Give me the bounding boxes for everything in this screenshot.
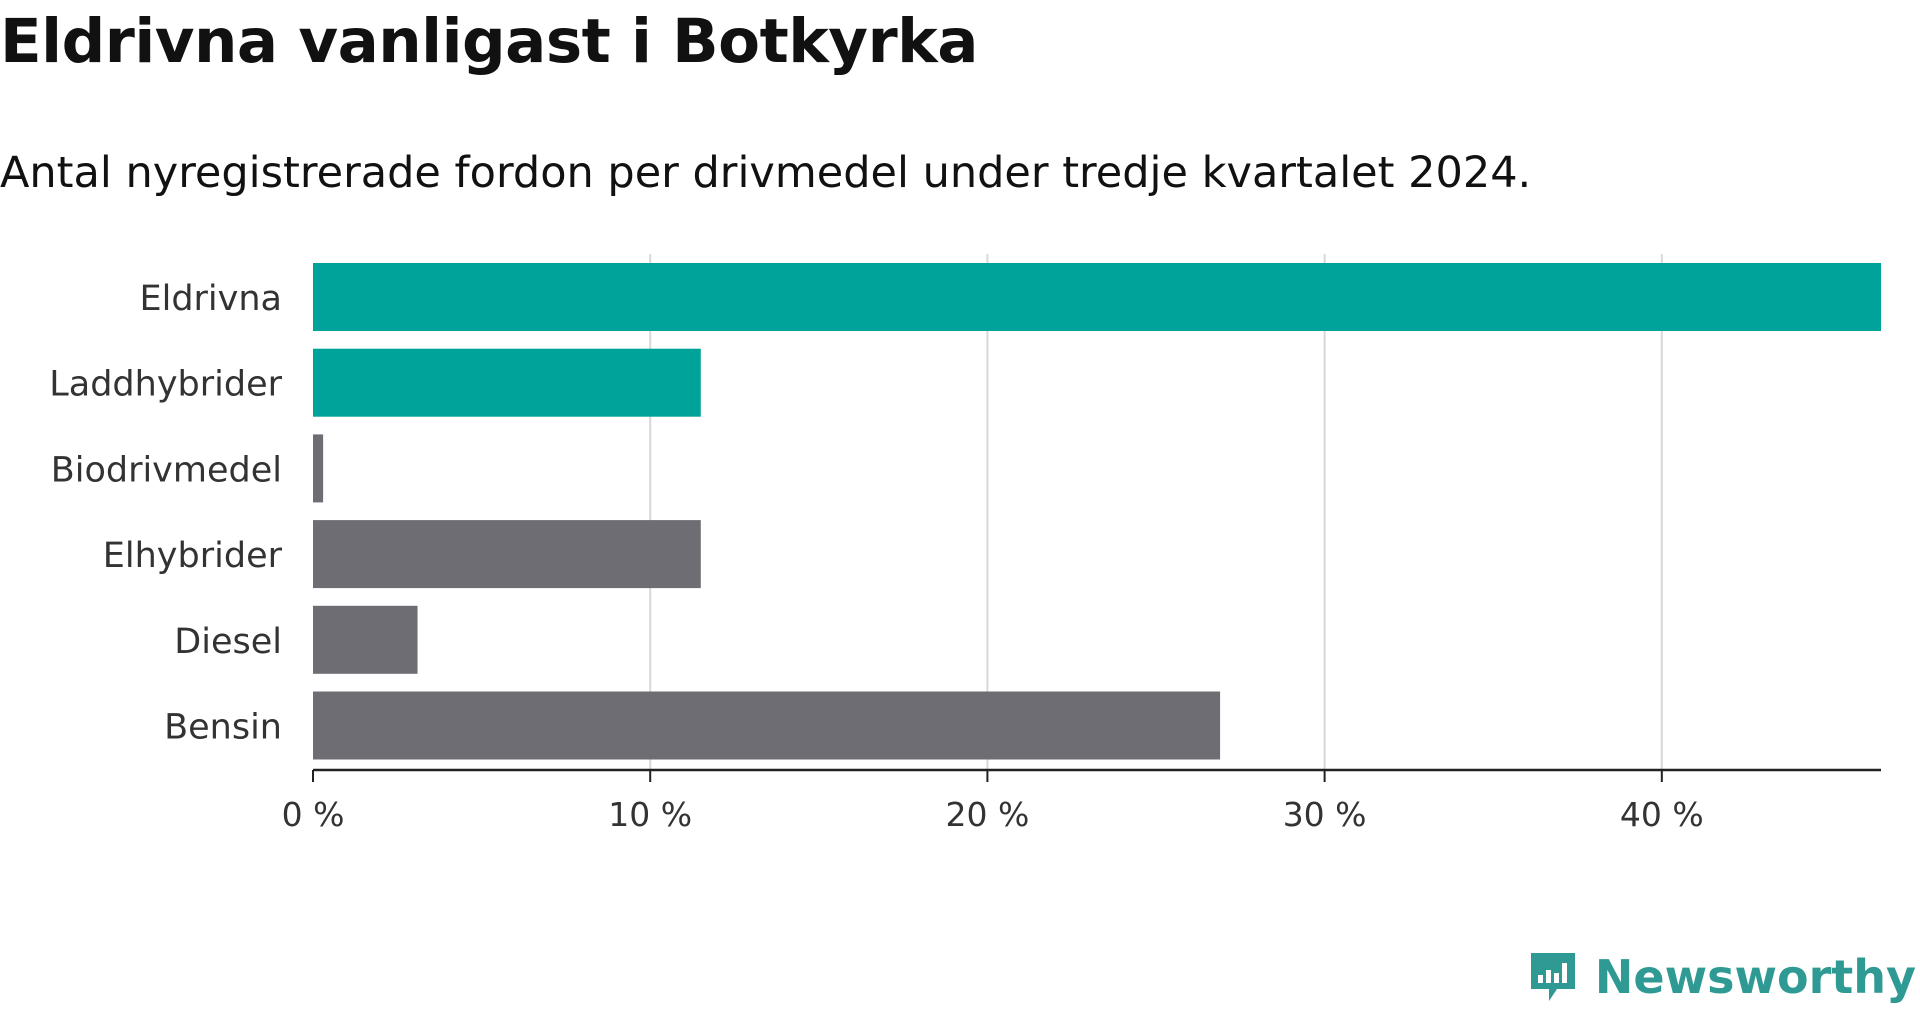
bars	[313, 263, 1881, 760]
bar-diesel	[313, 605, 418, 674]
bar-bensin	[313, 691, 1221, 760]
bar-elhybrider	[313, 520, 701, 589]
bar-eldrivna	[313, 263, 1881, 331]
category-label: Elhybrider	[103, 536, 283, 576]
x-tick-label: 40 %	[1620, 795, 1704, 834]
gridlines	[649, 254, 1663, 770]
bar-biodrivmedel	[313, 434, 324, 503]
bar-laddhybrider	[313, 348, 701, 417]
x-axis: 0 % 10 % 20 % 30 % 40 %	[282, 768, 1881, 834]
brand-logo: Newsworthy	[1527, 950, 1916, 1004]
category-label: Bensin	[164, 708, 282, 748]
category-labels: Eldrivna Laddhybrider Biodrivmedel Elhybrid…	[49, 279, 282, 748]
chart-title: Eldrivna vanligast i Botkyrka	[0, 6, 978, 77]
category-label: Eldrivna	[139, 279, 282, 319]
category-label: Biodrivmedel	[51, 450, 282, 490]
x-tick-label: 30 %	[1283, 795, 1367, 834]
brand-name: Newsworthy	[1594, 950, 1916, 1004]
bar-chart: Eldrivna Laddhybrider Biodrivmedel Elhybrid…	[49, 254, 1881, 834]
category-label: Diesel	[174, 622, 282, 662]
category-label: Laddhybrider	[49, 365, 282, 405]
x-tick-label: 10 %	[608, 795, 692, 834]
chart-subtitle: Antal nyregistrerade fordon per drivmede…	[0, 148, 1532, 198]
newsworthy-logo-icon	[1530, 953, 1575, 1001]
x-tick-label: 20 %	[945, 795, 1029, 834]
x-tick-label: 0 %	[282, 795, 345, 834]
